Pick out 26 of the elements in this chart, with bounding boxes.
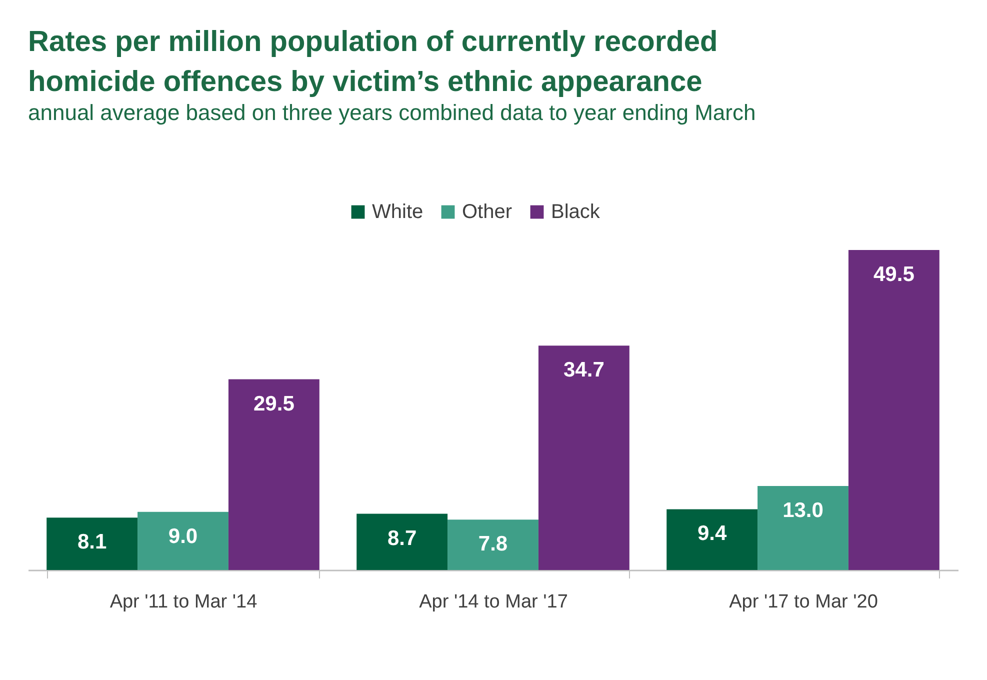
bar: [356, 514, 448, 570]
bar: [848, 250, 940, 570]
legend-label: Other: [462, 201, 512, 223]
data-label: 9.0: [168, 524, 198, 548]
bar: [538, 346, 630, 570]
chart-subtitle: annual average based on three years combined data to year ending March: [28, 100, 756, 125]
data-label: 29.5: [253, 392, 295, 416]
bar: [46, 518, 138, 570]
bar: [228, 379, 320, 570]
data-label: 8.7: [387, 526, 417, 550]
x-tick-label: Apr '11 to Mar '14: [110, 592, 258, 612]
data-label: 9.4: [697, 522, 727, 546]
data-label: 34.7: [563, 358, 604, 382]
bar: [666, 509, 758, 570]
bar: [138, 512, 228, 570]
data-label: 49.5: [873, 263, 915, 286]
data-label: 7.8: [478, 532, 508, 556]
legend-label: Black: [551, 201, 601, 223]
bar: [758, 486, 848, 570]
data-label: 8.1: [77, 530, 107, 554]
x-tick-label: Apr '14 to Mar '17: [419, 592, 568, 612]
bar: [448, 520, 538, 570]
data-label: 13.0: [782, 498, 824, 522]
x-tick-label: Apr '17 to Mar '20: [729, 592, 878, 612]
chart-title: Rates per million population of currently recorded homicide offences by victim’s ethnic appearance: [28, 26, 718, 98]
legend-label: White: [372, 201, 424, 223]
